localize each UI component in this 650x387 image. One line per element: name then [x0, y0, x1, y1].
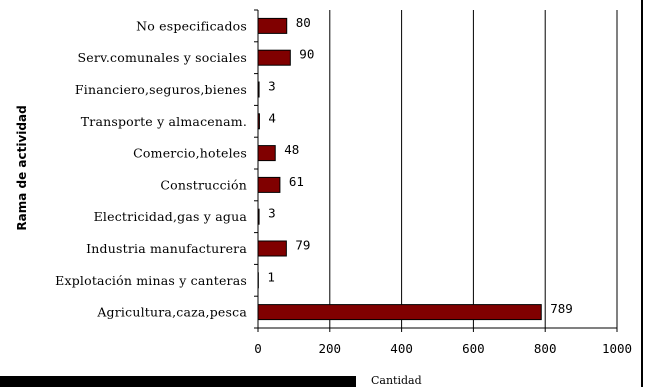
data-label: 4: [268, 110, 276, 125]
data-label: 789: [550, 301, 573, 316]
category-label: Transporte y almacenam.: [81, 114, 247, 129]
data-label: 3: [268, 79, 276, 94]
bar: [257, 17, 288, 34]
data-label: 48: [284, 142, 299, 157]
category-label: No especificados: [136, 18, 247, 33]
axes: [254, 9, 618, 332]
x-axis-title: Cantidad: [371, 374, 422, 387]
x-tick-label: 0: [254, 341, 262, 356]
gridlines: [329, 10, 618, 328]
category-label: Serv.comunales y sociales: [78, 50, 247, 65]
right-border: [641, 0, 643, 387]
bar: [257, 49, 291, 66]
data-label: 79: [295, 238, 310, 253]
y-axis-title: Rama de actividad: [15, 105, 29, 230]
data-labels: 80 90 3 4 48 61 3 79 1 789: [267, 15, 572, 316]
bar: [257, 304, 542, 321]
x-tick-label: 1000: [602, 341, 632, 356]
category-label: Financiero,seguros,bienes: [75, 82, 247, 97]
category-label: Electricidad,gas y agua: [94, 209, 248, 224]
black-band: [0, 376, 356, 387]
bars: [257, 17, 542, 321]
category-label: Agricultura,caza,pesca: [96, 305, 247, 320]
bar: [257, 145, 276, 162]
data-label: 90: [299, 47, 314, 62]
category-label: Comercio,hoteles: [133, 146, 247, 161]
bar: [257, 176, 281, 193]
bar: [257, 240, 287, 257]
data-label: 80: [296, 15, 311, 30]
x-tick-label: 200: [319, 341, 342, 356]
category-labels: No especificados Serv.comunales y sociale…: [55, 18, 247, 319]
x-tick-label: 800: [534, 341, 557, 356]
x-tick-label: 600: [462, 341, 485, 356]
data-label: 1: [267, 269, 275, 284]
category-label: Construcción: [160, 177, 247, 192]
category-label: Industria manufacturera: [86, 241, 247, 256]
data-label: 61: [289, 174, 304, 189]
category-label: Explotación minas y canteras: [55, 273, 247, 288]
data-label: 3: [268, 206, 276, 221]
x-tick-label: 400: [390, 341, 413, 356]
x-tick-labels: 0 200 400 600 800 1000: [254, 341, 632, 356]
